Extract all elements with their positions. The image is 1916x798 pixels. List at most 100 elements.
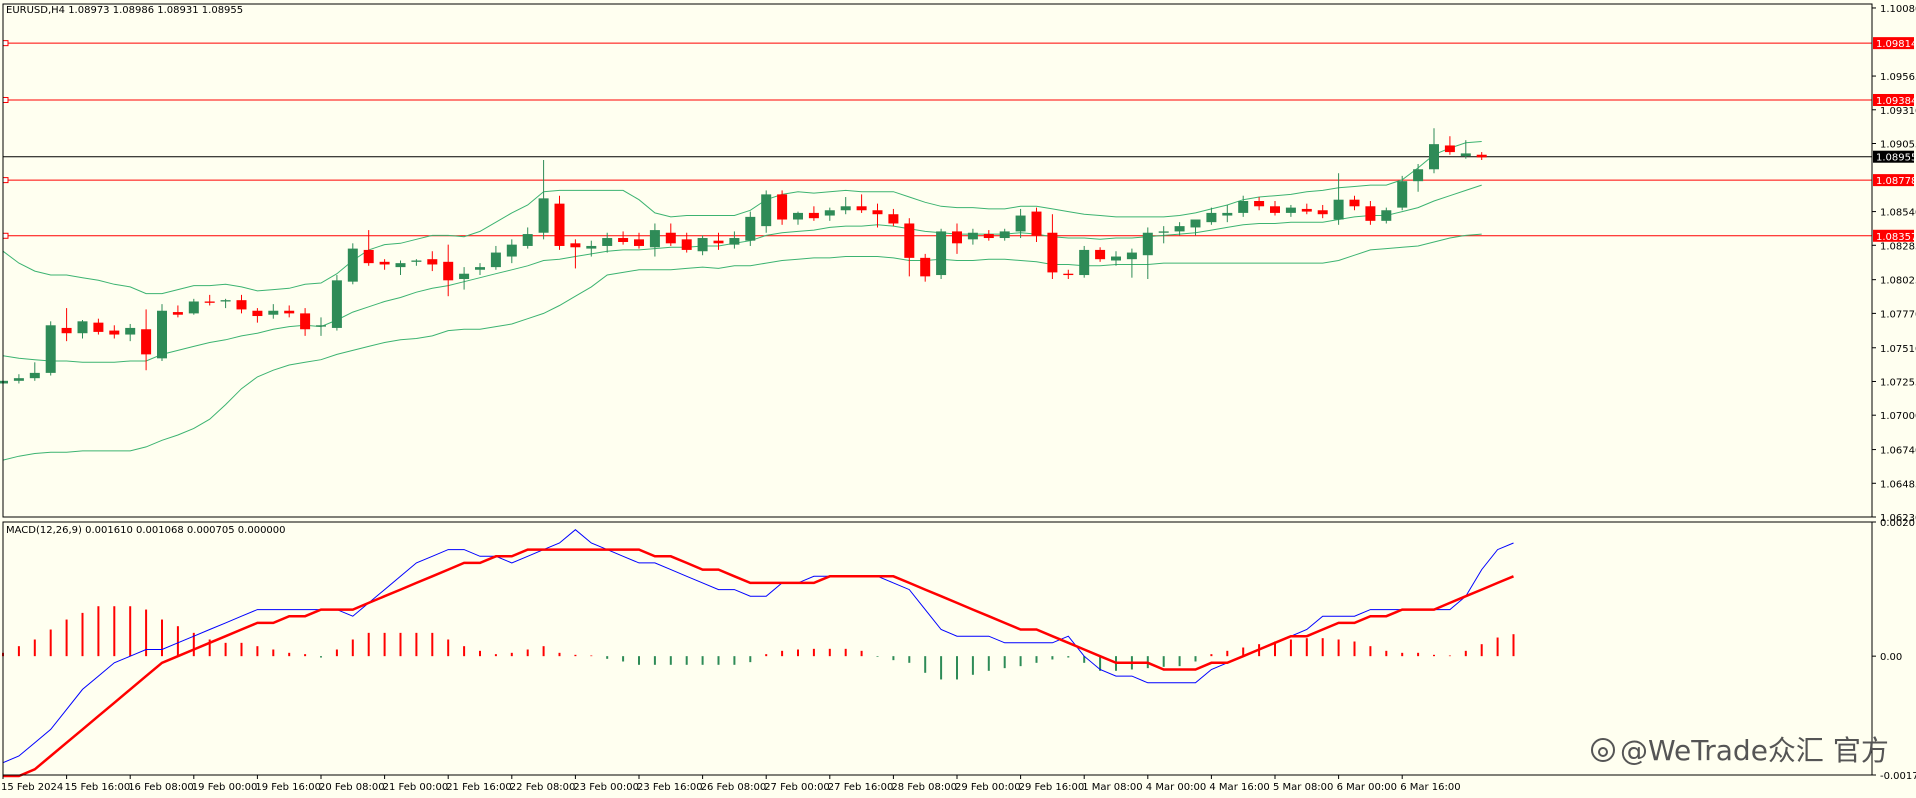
candle-body	[745, 216, 756, 241]
x-tick-label: 4 Mar 16:00	[1209, 782, 1269, 793]
candle-body	[1047, 232, 1058, 273]
candle-body	[602, 238, 613, 246]
candle-body	[777, 194, 788, 220]
candle-body	[1413, 169, 1424, 182]
candle-body	[443, 261, 454, 281]
price-y-tick-label: 1.09055	[1880, 139, 1916, 150]
watermark: @WeTrade众汇 官方	[1591, 734, 1889, 767]
candle-body	[713, 240, 724, 244]
candle-body	[888, 214, 899, 224]
macd-panel	[2, 529, 1515, 778]
x-tick-label: 21 Feb 16:00	[446, 782, 512, 793]
candle-body	[1397, 181, 1408, 208]
candle-body	[300, 313, 311, 330]
candle-body	[395, 263, 406, 268]
price-y-tick-label: 1.07510	[1880, 344, 1916, 355]
weibo-logo-icon	[1591, 738, 1615, 762]
candle-body	[1206, 212, 1217, 223]
x-tick-label: 15 Feb 2024	[1, 782, 63, 793]
price-y-tick-label: 1.09565	[1880, 72, 1916, 83]
candle-body	[936, 231, 947, 276]
x-tick-label: 19 Feb 16:00	[255, 782, 321, 793]
candle-body	[268, 310, 279, 315]
candle-body	[188, 301, 199, 314]
candle-body	[649, 230, 660, 248]
candle-body	[1317, 210, 1328, 215]
candle-body	[967, 232, 978, 240]
x-tick-label: 20 Feb 08:00	[319, 782, 385, 793]
candle-body	[538, 198, 549, 233]
bollinger-middle-band	[2, 184, 1482, 363]
candle-body	[1301, 208, 1312, 212]
candle-body	[1063, 273, 1074, 276]
candle-body	[1095, 249, 1106, 260]
candle-body	[952, 231, 962, 244]
candle-body	[459, 273, 470, 280]
price-y-tick-label: 1.07255	[1880, 377, 1916, 388]
bollinger-lower-band	[2, 233, 1482, 461]
candle-body	[172, 312, 183, 315]
candle-body	[1460, 153, 1471, 157]
level-price-badge	[1873, 93, 1914, 106]
candle-body	[1429, 144, 1439, 170]
candle-body	[522, 234, 533, 246]
watermark-text: @WeTrade众汇 官方	[1620, 734, 1889, 767]
candle-body	[1476, 154, 1487, 158]
x-tick-label: 22 Feb 08:00	[510, 782, 576, 793]
candle-body	[697, 238, 708, 252]
x-tick-label: 6 Mar 00:00	[1337, 782, 1397, 793]
candle-body	[1111, 256, 1121, 261]
level-price-badge	[1873, 37, 1914, 50]
x-tick-label: 29 Feb 00:00	[955, 782, 1021, 793]
macd-signal-line	[3, 548, 1514, 778]
candle-body	[1238, 201, 1249, 213]
level-anchor-marker	[2, 96, 9, 103]
candle-body	[77, 321, 88, 334]
candle-body	[347, 248, 358, 282]
candle-body	[1254, 201, 1265, 207]
macd-info: MACD(12,26,9) 0.001610 0.001068 0.000705…	[6, 525, 286, 536]
price-y-tick-label: 1.07770	[1880, 309, 1916, 320]
candle-body	[157, 310, 167, 359]
candle-body	[363, 249, 374, 264]
price-y-tick-label: 1.06485	[1880, 479, 1916, 490]
candle-body	[681, 239, 692, 250]
candle-body	[1174, 226, 1185, 232]
candle-body	[793, 212, 803, 220]
price-panel	[0, 40, 1872, 461]
level-price-label: 1.08778	[1876, 176, 1916, 187]
candle-body	[490, 252, 501, 268]
axes: 1.10080 1.09565 1.09310 1.09055 1.08540 1.082…	[1, 3, 1916, 793]
candle-body	[1444, 145, 1455, 153]
macd-y-tick-label: 0.002015	[1880, 518, 1916, 529]
candle-body	[379, 261, 390, 265]
candle-body	[1365, 206, 1376, 221]
candle-body	[1333, 199, 1344, 220]
level-price-label: 1.08357	[1876, 232, 1916, 243]
x-tick-label: 27 Feb 16:00	[828, 782, 894, 793]
candle-body	[220, 300, 231, 302]
candle-body	[618, 238, 629, 242]
candle-body	[316, 325, 326, 327]
price-y-tick-label: 1.07000	[1880, 411, 1916, 422]
macd-line	[2, 529, 1514, 764]
x-tick-label: 23 Feb 16:00	[637, 782, 703, 793]
price-y-tick-label: 1.08285	[1880, 241, 1916, 252]
level-price-label: 1.09384	[1876, 96, 1916, 107]
price-y-tick-label: 1.08025	[1880, 276, 1916, 287]
macd-y-tick-label: -0.001785	[1880, 771, 1916, 782]
candle-body	[1349, 199, 1360, 207]
candle-body	[554, 203, 565, 246]
candle-body	[411, 260, 422, 262]
candle-body	[284, 310, 295, 314]
candle-body	[93, 322, 104, 332]
x-tick-label: 5 Mar 08:00	[1273, 782, 1333, 793]
candle-body	[141, 329, 152, 355]
candle-body	[29, 372, 40, 379]
x-tick-label: 21 Feb 00:00	[383, 782, 449, 793]
candle-body	[570, 243, 581, 248]
x-tick-label: 26 Feb 08:00	[701, 782, 767, 793]
bollinger-upper-band	[2, 141, 1482, 295]
